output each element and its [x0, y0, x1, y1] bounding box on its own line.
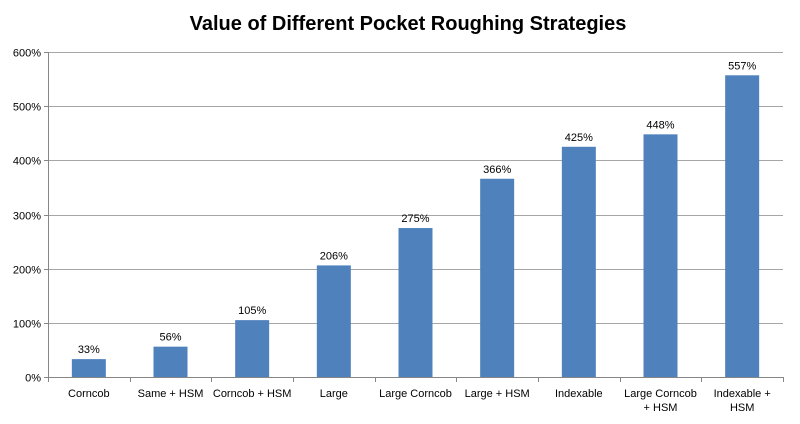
category-label: + HSM: [644, 402, 678, 414]
category-label: HSM: [730, 402, 754, 414]
data-label: 425%: [565, 132, 593, 144]
bar: [235, 320, 270, 377]
axes: [48, 52, 784, 382]
data-label: 557%: [728, 60, 756, 72]
data-label: 206%: [320, 250, 348, 262]
y-tick-label: 100%: [13, 319, 41, 331]
bars: [71, 75, 760, 378]
y-axis-tick-labels: 0% 100% 200% 300% 400% 500% 600%: [13, 48, 41, 385]
bar: [561, 146, 596, 377]
data-label: 33%: [78, 344, 100, 356]
x-axis-category-labels: Corncob Same + HSM Corncob + HSM Large Large…: [68, 388, 771, 414]
data-label: 56%: [159, 332, 181, 344]
y-tick-label: 400%: [13, 156, 41, 168]
category-label: Same + HSM: [138, 388, 204, 400]
y-tick-label: 0%: [25, 373, 41, 385]
data-label: 448%: [646, 119, 674, 131]
bar: [480, 178, 515, 377]
category-label: Indexable +: [714, 388, 771, 400]
data-label: 275%: [401, 213, 429, 225]
chart-title: Value of Different Pocket Roughing Strat…: [190, 13, 627, 35]
data-label: 105%: [238, 305, 266, 317]
y-tick-label: 200%: [13, 265, 41, 277]
y-tick-label: 500%: [13, 102, 41, 114]
bar: [725, 75, 760, 378]
category-label: Large: [320, 388, 348, 400]
category-label: Large + HSM: [465, 388, 530, 400]
bar: [643, 134, 678, 377]
category-label: Corncob: [68, 388, 110, 400]
category-label: Indexable: [555, 388, 603, 400]
bar: [398, 228, 433, 377]
bar: [71, 359, 106, 377]
category-label: Corncob + HSM: [213, 388, 292, 400]
data-labels: 33% 56% 105% 206% 275% 366% 425% 448% 557%: [78, 60, 757, 356]
category-label: Large Corncob: [379, 388, 452, 400]
bar: [316, 265, 351, 377]
y-tick-label: 600%: [13, 48, 41, 60]
bar: [153, 346, 188, 377]
data-label: 366%: [483, 164, 511, 176]
y-tick-label: 300%: [13, 211, 41, 223]
category-label: Large Corncob: [624, 388, 697, 400]
